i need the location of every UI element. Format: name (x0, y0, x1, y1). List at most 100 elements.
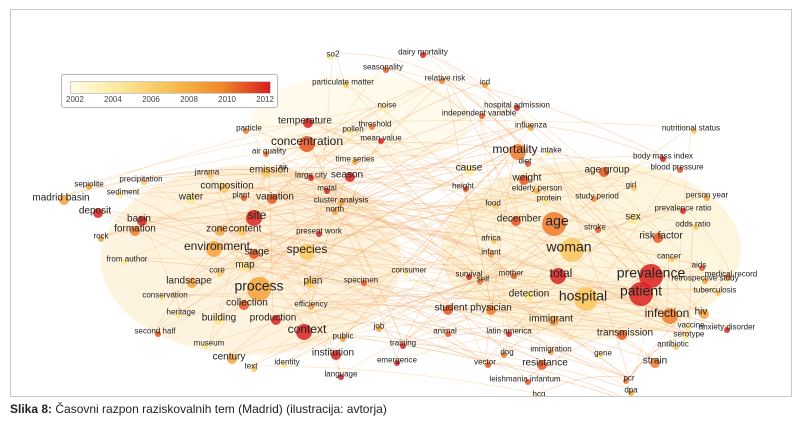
topic-node[interactable] (617, 330, 627, 340)
topic-node[interactable] (296, 324, 312, 340)
topic-node[interactable] (159, 295, 165, 301)
topic-node[interactable] (534, 188, 540, 194)
topic-node[interactable] (528, 125, 534, 131)
topic-node[interactable] (724, 327, 730, 333)
topic-node[interactable] (93, 208, 103, 218)
topic-node[interactable] (215, 226, 225, 236)
topic-node[interactable] (591, 196, 597, 202)
topic-node[interactable] (549, 316, 559, 326)
topic-node[interactable] (623, 378, 629, 384)
topic-node[interactable] (98, 236, 104, 242)
topic-node[interactable] (251, 366, 257, 372)
topic-node[interactable] (511, 216, 521, 226)
topic-node[interactable] (702, 278, 708, 284)
topic-node[interactable] (685, 325, 691, 331)
topic-node[interactable] (121, 259, 127, 265)
topic-node[interactable] (403, 270, 409, 276)
topic-node[interactable] (343, 82, 349, 88)
topic-node[interactable] (281, 362, 287, 368)
topic-node[interactable] (628, 390, 634, 396)
topic-node[interactable] (548, 349, 554, 355)
topic-node[interactable] (524, 291, 534, 301)
topic-node[interactable] (305, 278, 315, 288)
topic-node[interactable] (271, 315, 281, 325)
topic-node[interactable] (669, 256, 675, 262)
topic-node[interactable] (662, 308, 678, 324)
topic-node[interactable] (246, 210, 262, 226)
topic-node[interactable] (677, 167, 683, 173)
topic-node[interactable] (186, 194, 196, 204)
topic-node[interactable] (420, 52, 426, 58)
topic-node[interactable] (482, 82, 488, 88)
topic-node[interactable] (545, 150, 551, 156)
topic-node[interactable] (639, 264, 663, 288)
topic-node[interactable] (533, 394, 539, 396)
topic-node[interactable] (381, 105, 387, 111)
topic-node[interactable] (299, 136, 315, 152)
topic-node[interactable] (628, 214, 638, 224)
topic-node[interactable] (332, 209, 338, 215)
topic-node[interactable] (308, 175, 314, 181)
topic-node[interactable] (631, 185, 637, 191)
topic-node[interactable] (683, 334, 689, 340)
topic-node[interactable] (303, 118, 313, 128)
topic-node[interactable] (400, 343, 406, 349)
topic-node[interactable] (86, 184, 92, 190)
topic-node[interactable] (514, 105, 520, 111)
topic-node[interactable] (479, 113, 485, 119)
topic-node[interactable] (299, 244, 315, 260)
topic-node[interactable] (699, 309, 709, 319)
topic-node[interactable] (207, 172, 213, 178)
topic-node[interactable] (331, 350, 341, 360)
topic-node[interactable] (599, 167, 609, 177)
topic-node[interactable] (316, 231, 322, 237)
topic-node[interactable] (699, 265, 705, 271)
topic-node[interactable] (243, 128, 249, 134)
topic-node[interactable] (519, 175, 529, 185)
topic-node[interactable] (673, 344, 679, 350)
topic-node[interactable] (214, 315, 224, 325)
topic-node[interactable] (338, 374, 344, 380)
topic-node[interactable] (137, 216, 147, 226)
topic-node[interactable] (595, 227, 601, 233)
topic-node[interactable] (175, 312, 181, 318)
topic-node[interactable] (203, 343, 209, 349)
topic-node[interactable] (249, 249, 259, 259)
topic-node[interactable] (247, 277, 271, 301)
topic-node[interactable] (542, 212, 566, 236)
topic-node[interactable] (369, 124, 375, 130)
topic-node[interactable] (491, 238, 497, 244)
topic-node[interactable] (340, 336, 346, 342)
topic-node[interactable] (597, 353, 603, 359)
topic-node[interactable] (691, 128, 697, 134)
topic-node[interactable] (241, 195, 247, 201)
topic-node[interactable] (361, 280, 367, 286)
topic-node[interactable] (394, 360, 400, 366)
topic-node[interactable] (130, 226, 140, 236)
topic-node[interactable] (485, 362, 491, 368)
topic-node[interactable] (486, 305, 496, 315)
topic-node[interactable] (537, 360, 547, 370)
topic-node[interactable] (267, 194, 277, 204)
topic-node[interactable] (501, 352, 507, 358)
topic-node[interactable] (227, 354, 237, 364)
topic-node[interactable] (463, 186, 469, 192)
topic-node[interactable] (445, 331, 451, 337)
topic-node[interactable] (439, 78, 445, 84)
topic-node[interactable] (338, 200, 344, 206)
topic-node[interactable] (59, 195, 69, 205)
topic-node[interactable] (117, 192, 123, 198)
topic-node[interactable] (239, 300, 249, 310)
topic-node[interactable] (510, 144, 526, 160)
topic-node[interactable] (206, 241, 222, 257)
topic-node[interactable] (308, 304, 314, 310)
topic-node[interactable] (704, 195, 710, 201)
topic-node[interactable] (155, 331, 161, 337)
topic-node[interactable] (629, 282, 653, 306)
topic-node[interactable] (466, 274, 472, 280)
topic-node[interactable] (345, 172, 355, 182)
topic-node[interactable] (378, 138, 384, 144)
topic-node[interactable] (506, 331, 512, 337)
topic-node[interactable] (464, 165, 474, 175)
topic-node[interactable] (219, 183, 229, 193)
